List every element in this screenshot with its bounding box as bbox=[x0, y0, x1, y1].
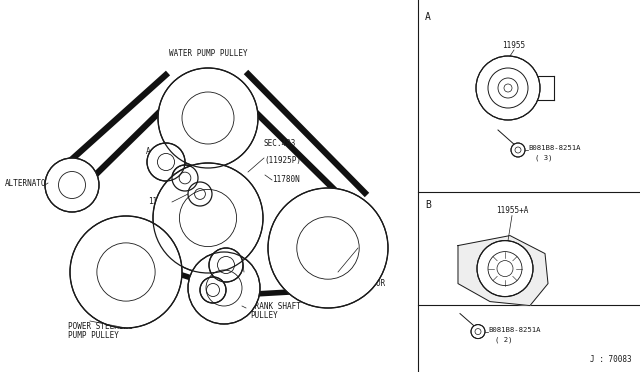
Circle shape bbox=[511, 143, 525, 157]
Circle shape bbox=[200, 277, 226, 303]
Text: PUMP PULLEY: PUMP PULLEY bbox=[68, 331, 119, 340]
Text: 11955: 11955 bbox=[502, 41, 525, 50]
Text: B081B8-8251A: B081B8-8251A bbox=[528, 145, 580, 151]
Circle shape bbox=[153, 163, 263, 273]
Circle shape bbox=[476, 56, 540, 120]
Text: J : 70083: J : 70083 bbox=[590, 355, 632, 364]
Text: WATER PUMP PULLEY: WATER PUMP PULLEY bbox=[169, 49, 247, 58]
Text: 11950N: 11950N bbox=[148, 198, 176, 206]
Text: A: A bbox=[146, 148, 150, 157]
Text: 11955+A: 11955+A bbox=[496, 206, 528, 215]
Text: PULLEY: PULLEY bbox=[250, 311, 278, 320]
Text: POWER STEERING: POWER STEERING bbox=[68, 322, 132, 331]
Text: ALTERNATOR: ALTERNATOR bbox=[5, 179, 51, 187]
Circle shape bbox=[172, 165, 198, 191]
Text: B: B bbox=[425, 200, 431, 209]
Circle shape bbox=[158, 68, 258, 168]
Circle shape bbox=[268, 188, 388, 308]
Text: (11925P): (11925P) bbox=[264, 156, 301, 165]
Circle shape bbox=[188, 252, 260, 324]
Text: ( 3): ( 3) bbox=[535, 155, 552, 161]
Text: A: A bbox=[425, 12, 431, 22]
Text: B: B bbox=[246, 267, 251, 276]
Text: AIRCON: AIRCON bbox=[340, 270, 368, 279]
Text: SEC.493: SEC.493 bbox=[264, 139, 296, 148]
Circle shape bbox=[70, 216, 182, 328]
Text: B081B8-8251A: B081B8-8251A bbox=[488, 327, 541, 333]
Circle shape bbox=[209, 248, 243, 282]
Circle shape bbox=[477, 241, 533, 296]
Text: COMPRESSOR: COMPRESSOR bbox=[340, 279, 387, 288]
Text: CRANK SHAFT: CRANK SHAFT bbox=[250, 302, 301, 311]
Circle shape bbox=[188, 182, 212, 206]
Circle shape bbox=[45, 158, 99, 212]
Text: 11780N: 11780N bbox=[272, 176, 300, 185]
Text: ( 2): ( 2) bbox=[495, 336, 513, 343]
Circle shape bbox=[147, 143, 185, 181]
Circle shape bbox=[471, 325, 485, 339]
Polygon shape bbox=[458, 235, 548, 305]
